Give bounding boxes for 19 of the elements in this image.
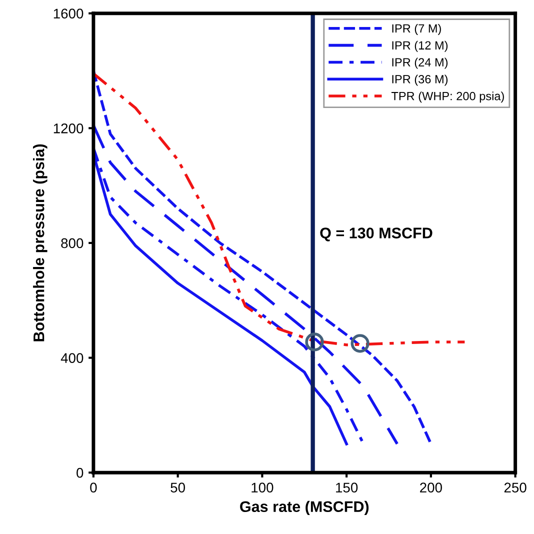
x-tick-label: 50 xyxy=(170,482,186,493)
y-tick-label: 400 xyxy=(60,353,84,363)
y-tick-label: 1200 xyxy=(54,123,84,134)
legend-label: IPR (7 M) xyxy=(392,24,441,35)
y-axis-title: Bottomhole pressure (psia) xyxy=(33,144,48,342)
ref-line-label: Q = 130 MSCFD xyxy=(320,228,432,242)
legend-label: IPR (12 M) xyxy=(392,40,448,52)
x-tick-label: 200 xyxy=(420,482,442,493)
y-tick-label: 1600 xyxy=(54,8,84,19)
legend-label: IPR (36 M) xyxy=(392,74,448,86)
y-tick-label: 0 xyxy=(76,468,84,478)
y-tick-label: 800 xyxy=(61,238,84,248)
legend-label: IPR (24 M) xyxy=(392,58,448,69)
x-tick-label: 250 xyxy=(504,482,526,493)
x-tick-label: 0 xyxy=(90,482,97,493)
x-tick-label: 100 xyxy=(252,482,274,493)
legend-label: TPR (WHP: 200 psia) xyxy=(391,92,504,103)
x-tick-label: 150 xyxy=(336,482,358,493)
x-axis-title: Gas rate (MSCFD) xyxy=(240,500,369,516)
